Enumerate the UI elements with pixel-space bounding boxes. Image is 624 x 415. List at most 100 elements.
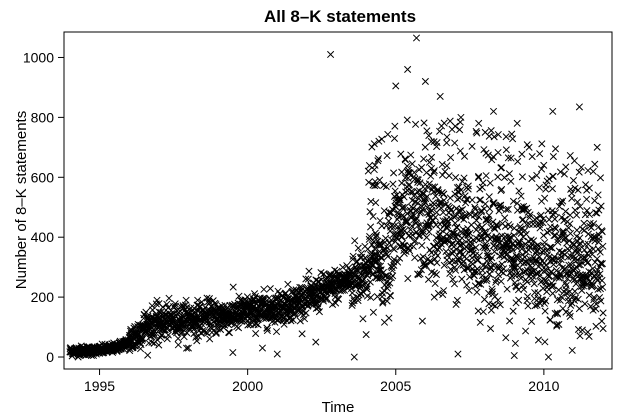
data-point — [430, 168, 438, 177]
data-point — [423, 192, 431, 201]
data-point — [404, 169, 413, 177]
data-point — [517, 274, 525, 282]
data-point — [300, 315, 309, 323]
data-point — [418, 205, 426, 213]
data-point — [575, 246, 583, 254]
data-point — [490, 248, 499, 256]
data-point — [504, 205, 512, 213]
data-point — [571, 287, 579, 295]
data-point — [372, 231, 381, 239]
data-point — [598, 260, 607, 268]
data-point — [155, 341, 163, 349]
data-point — [402, 188, 410, 196]
data-point — [365, 178, 373, 186]
data-point — [578, 286, 586, 294]
data-point — [396, 196, 404, 204]
data-point — [554, 255, 562, 263]
data-point — [514, 253, 522, 261]
data-point — [596, 174, 605, 182]
data-point — [519, 216, 527, 224]
data-point — [479, 179, 487, 187]
data-point — [386, 279, 394, 287]
data-point — [403, 162, 411, 170]
data-point — [542, 185, 550, 193]
data-point — [551, 231, 559, 239]
data-point — [482, 277, 491, 285]
data-point — [566, 211, 574, 219]
data-point — [548, 185, 557, 193]
data-point — [594, 285, 602, 293]
data-point — [426, 257, 434, 266]
data-point — [366, 232, 374, 241]
data-point — [452, 266, 460, 274]
data-point — [498, 185, 506, 193]
data-point — [481, 200, 489, 208]
data-point — [442, 248, 450, 256]
data-point — [427, 153, 436, 161]
data-point — [398, 168, 406, 176]
data-point — [369, 181, 377, 189]
data-point — [458, 177, 467, 185]
data-point — [465, 286, 473, 295]
data-point — [566, 220, 574, 228]
data-point — [518, 242, 526, 250]
data-point — [561, 234, 569, 242]
data-point — [225, 329, 233, 337]
data-point — [391, 187, 399, 195]
data-point — [593, 143, 601, 151]
data-point — [437, 122, 446, 130]
data-point — [416, 270, 424, 278]
data-point — [430, 293, 438, 301]
data-point — [448, 250, 457, 258]
data-point — [474, 172, 483, 181]
data-point — [413, 187, 421, 196]
data-point — [551, 145, 560, 153]
data-point — [472, 244, 480, 252]
data-point — [574, 295, 582, 303]
data-point — [315, 308, 323, 316]
data-point — [598, 276, 606, 285]
data-point — [388, 206, 397, 214]
data-point — [444, 218, 452, 226]
data-point — [261, 295, 269, 303]
data-point — [456, 126, 464, 134]
data-point — [453, 184, 461, 192]
data-point — [542, 278, 550, 286]
data-point — [545, 216, 553, 224]
data-point — [489, 200, 497, 208]
data-point — [401, 174, 409, 182]
data-point — [354, 296, 362, 305]
data-point — [500, 265, 508, 273]
data-point — [489, 262, 497, 270]
data-point — [401, 203, 409, 211]
data-point — [468, 196, 476, 204]
data-point — [407, 188, 415, 196]
data-point — [573, 226, 581, 234]
data-point — [394, 258, 402, 266]
data-point — [391, 122, 399, 130]
data-point — [509, 246, 517, 254]
data-point — [529, 267, 537, 275]
data-point — [518, 205, 526, 213]
data-point — [489, 153, 497, 161]
data-point — [431, 255, 439, 263]
data-point — [376, 217, 384, 225]
data-point — [266, 285, 274, 293]
data-point — [171, 300, 179, 308]
data-point — [523, 266, 531, 274]
data-point — [480, 234, 488, 242]
data-point — [532, 257, 540, 265]
data-point — [592, 300, 600, 308]
data-point — [473, 129, 481, 137]
data-point — [312, 338, 320, 346]
data-point — [516, 238, 524, 246]
data-point — [394, 210, 403, 218]
data-point — [179, 302, 187, 310]
data-point — [229, 283, 237, 291]
data-point — [536, 212, 544, 220]
data-point — [405, 181, 413, 189]
y-tick-label: 400 — [31, 229, 55, 245]
data-point — [287, 317, 295, 325]
data-point — [482, 172, 490, 180]
data-point — [363, 285, 371, 293]
